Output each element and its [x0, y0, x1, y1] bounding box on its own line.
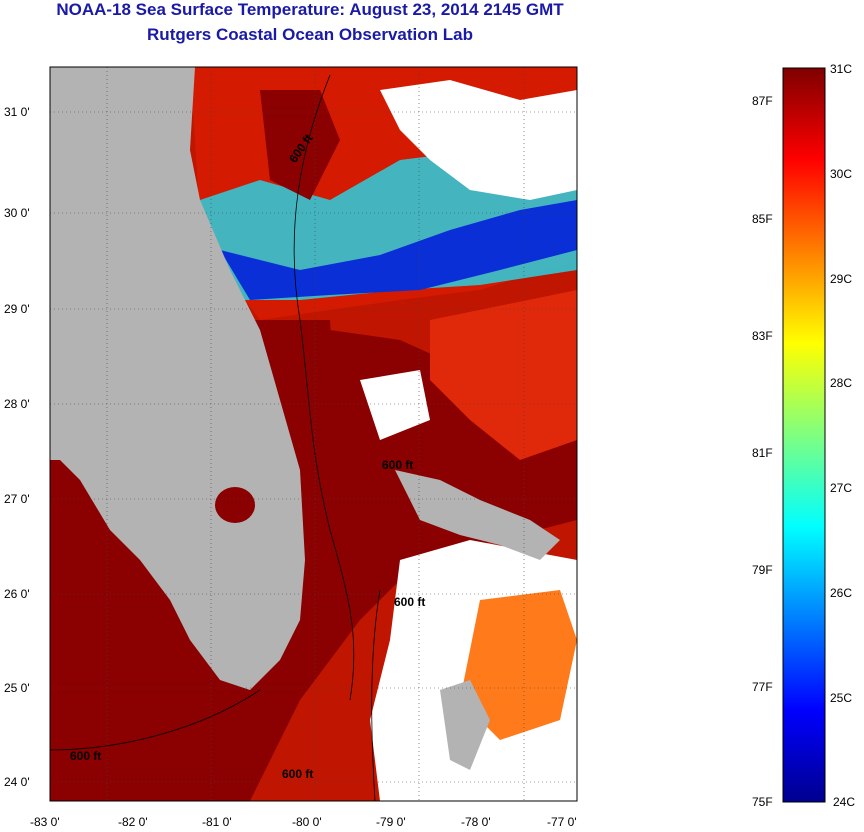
warm-eddy: [260, 90, 340, 200]
bahamas-land: [395, 470, 560, 560]
lon-tick-label: -78 0': [461, 815, 491, 829]
lon-tick-label: -81 0': [202, 815, 232, 829]
colorbar: [782, 67, 826, 803]
lat-tick-label: 24 0': [4, 775, 30, 789]
latitude-axis: 24 0' 25 0' 26 0' 27 0' 28 0' 29 0' 30 0…: [4, 105, 30, 789]
map-subtitle: Rutgers Coastal Ocean Observation Lab: [147, 25, 473, 44]
lon-tick-label: -79 0': [376, 815, 406, 829]
east-ocean: [430, 290, 577, 460]
longitude-axis: -83 0' -82 0' -81 0' -80 0' -79 0' -78 0…: [30, 815, 577, 829]
contour-label: 600 ft: [382, 458, 413, 472]
colorbar-celsius-label: 30C: [830, 167, 853, 181]
lon-tick-label: -80 0': [292, 815, 322, 829]
map-frame: [49, 66, 578, 802]
contour-600ft-south: [50, 689, 261, 751]
lat-tick-label: 29 0': [4, 302, 30, 316]
colorbar-celsius-label: 25C: [830, 691, 853, 705]
colorbar-fahrenheit-label: 81F: [752, 446, 773, 460]
colorbar-celsius-label: 27C: [830, 481, 853, 495]
colorbar-fahrenheit-label: 77F: [752, 680, 773, 694]
colorbar-fahrenheit-label: 75F: [752, 795, 773, 809]
colorbar-celsius-label: 26C: [830, 586, 853, 600]
lat-tick-label: 31 0': [4, 105, 30, 119]
lat-tick-label: 30 0': [4, 206, 30, 220]
lat-tick-label: 25 0': [4, 681, 30, 695]
lon-tick-label: -82 0': [118, 815, 148, 829]
lake-okeechobee: [215, 487, 255, 523]
colorbar-celsius-label: 29C: [830, 272, 853, 286]
contour-label: 600 ft: [394, 595, 425, 609]
cloud-patch: [360, 370, 430, 440]
lon-tick-label: -77 0': [547, 815, 577, 829]
colorbar-fahrenheit-label: 83F: [752, 329, 773, 343]
cloud-north: [380, 80, 577, 200]
contour-label: 600 ft: [282, 767, 313, 781]
colorbar-celsius-label: 28C: [830, 376, 853, 390]
cold-water-band: [220, 200, 577, 300]
warm-patch-orange: [460, 590, 577, 740]
map-plot-area: [50, 67, 577, 801]
lat-tick-label: 27 0': [4, 492, 30, 506]
lat-tick-label: 26 0': [4, 587, 30, 601]
lat-tick-label: 28 0': [4, 397, 30, 411]
colorbar-celsius-label: 31C: [830, 62, 853, 76]
contour-600ft-east-florida: [293, 74, 355, 701]
lon-tick-label: -83 0': [30, 815, 60, 829]
colorbar-fahrenheit-label: 87F: [752, 94, 773, 108]
andros-land: [440, 680, 490, 770]
contour-600ft-west-bahamas: [371, 589, 381, 801]
contour-label: 600 ft: [70, 749, 101, 763]
colorbar-fahrenheit-label: 85F: [752, 212, 773, 226]
colorbar-fahrenheit-label: 79F: [752, 563, 773, 577]
colorbar-celsius-label: 24C: [833, 795, 856, 809]
florida-land: [50, 67, 305, 690]
warm-water-region: [50, 330, 577, 801]
map-title: NOAA-18 Sea Surface Temperature: August …: [56, 0, 564, 19]
